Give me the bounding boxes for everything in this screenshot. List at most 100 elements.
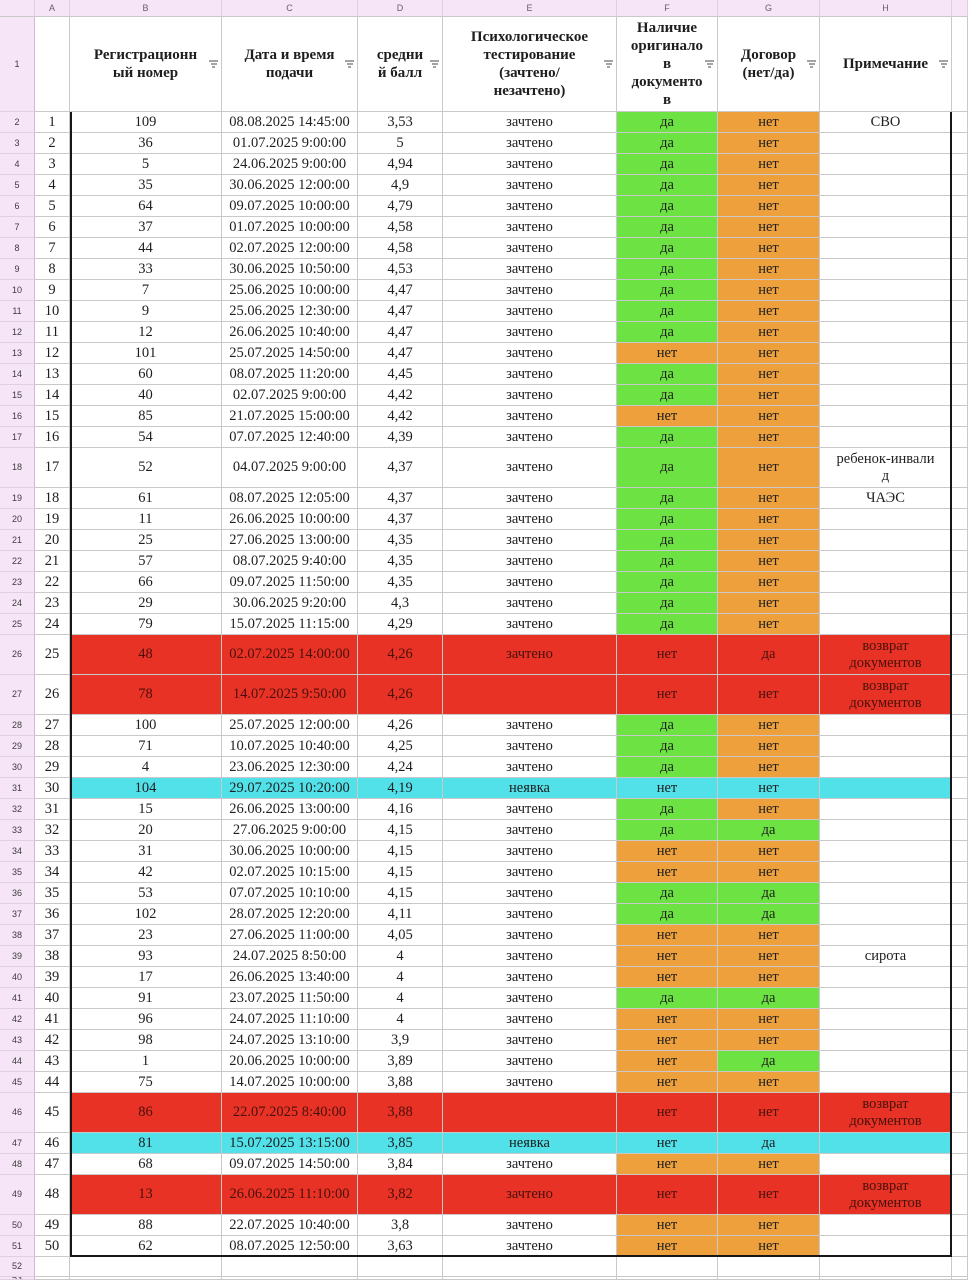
cell-I34[interactable] xyxy=(952,841,968,862)
row-header-34[interactable]: 34 xyxy=(0,841,35,862)
cell-E50[interactable]: зачтено xyxy=(443,1215,617,1236)
cell-H7[interactable] xyxy=(820,217,952,238)
cell-D36[interactable]: 4,15 xyxy=(358,883,443,904)
header-cell-E[interactable]: Психологическое тестирование (зачтено/ н… xyxy=(443,17,617,112)
cell-D26[interactable]: 4,26 xyxy=(358,635,443,675)
cell-D18[interactable]: 4,37 xyxy=(358,448,443,488)
header-cell-H[interactable]: Примечание xyxy=(820,17,952,112)
cell-A43[interactable]: 42 xyxy=(35,1030,70,1051)
row-header-42[interactable]: 42 xyxy=(0,1009,35,1030)
cell-E11[interactable]: зачтено xyxy=(443,301,617,322)
cell-H38[interactable] xyxy=(820,925,952,946)
row-header-39[interactable]: 39 xyxy=(0,946,35,967)
cell-C28[interactable]: 25.07.2025 12:00:00 xyxy=(222,715,358,736)
cell-B12[interactable]: 12 xyxy=(70,322,222,343)
cell-I33[interactable] xyxy=(952,820,968,841)
row-header-51[interactable]: 51 xyxy=(0,1236,35,1257)
cell-E10[interactable]: зачтено xyxy=(443,280,617,301)
cell-E47[interactable]: неявка xyxy=(443,1133,617,1154)
row-header-33[interactable]: 33 xyxy=(0,820,35,841)
cell-C35[interactable]: 02.07.2025 10:15:00 xyxy=(222,862,358,883)
cell-D41[interactable]: 4 xyxy=(358,988,443,1009)
row-header-9[interactable]: 9 xyxy=(0,259,35,280)
cell-E13[interactable]: зачтено xyxy=(443,343,617,364)
cell-D20[interactable]: 4,37 xyxy=(358,509,443,530)
cell-E3[interactable]: зачтено xyxy=(443,133,617,154)
cell-E7[interactable]: зачтено xyxy=(443,217,617,238)
cell-G38[interactable]: нет xyxy=(718,925,820,946)
cell-A26[interactable]: 25 xyxy=(35,635,70,675)
cell-H2[interactable]: СВО xyxy=(820,112,952,133)
header-cell-F[interactable]: Наличие оригинало в документо в xyxy=(617,17,718,112)
cell-F9[interactable]: да xyxy=(617,259,718,280)
cell-C37[interactable]: 28.07.2025 12:20:00 xyxy=(222,904,358,925)
cell-F39[interactable]: нет xyxy=(617,946,718,967)
cell-F23[interactable]: да xyxy=(617,572,718,593)
cell-I29[interactable] xyxy=(952,736,968,757)
cell-H44[interactable] xyxy=(820,1051,952,1072)
cell-E45[interactable]: зачтено xyxy=(443,1072,617,1093)
cell-D35[interactable]: 4,15 xyxy=(358,862,443,883)
cell-G51[interactable]: нет xyxy=(718,1236,820,1257)
cell-G37[interactable]: да xyxy=(718,904,820,925)
cell-A28[interactable]: 27 xyxy=(35,715,70,736)
cell-F30[interactable]: да xyxy=(617,757,718,778)
cell-A21[interactable]: 20 xyxy=(35,530,70,551)
cell-B25[interactable]: 79 xyxy=(70,614,222,635)
cell-B50[interactable]: 88 xyxy=(70,1215,222,1236)
cell-B13[interactable]: 101 xyxy=(70,343,222,364)
cell-D14[interactable]: 4,45 xyxy=(358,364,443,385)
cell-B21[interactable]: 25 xyxy=(70,530,222,551)
cell-B38[interactable]: 23 xyxy=(70,925,222,946)
cell-I51[interactable] xyxy=(952,1236,968,1257)
cell-E51[interactable]: зачтено xyxy=(443,1236,617,1257)
cell-B8[interactable]: 44 xyxy=(70,238,222,259)
cell-C5[interactable]: 30.06.2025 12:00:00 xyxy=(222,175,358,196)
cell-C50[interactable]: 22.07.2025 10:40:00 xyxy=(222,1215,358,1236)
cell-A16[interactable]: 15 xyxy=(35,406,70,427)
column-header-C[interactable]: C xyxy=(222,0,358,17)
cell-F40[interactable]: нет xyxy=(617,967,718,988)
cell-A47[interactable]: 46 xyxy=(35,1133,70,1154)
cell-C3[interactable]: 01.07.2025 9:00:00 xyxy=(222,133,358,154)
cell-B27[interactable]: 78 xyxy=(70,675,222,715)
cell-F44[interactable]: нет xyxy=(617,1051,718,1072)
cell-B15[interactable]: 40 xyxy=(70,385,222,406)
cell-B9[interactable]: 33 xyxy=(70,259,222,280)
column-header-D[interactable]: D xyxy=(358,0,443,17)
cell-H9[interactable] xyxy=(820,259,952,280)
cell-E48[interactable]: зачтено xyxy=(443,1154,617,1175)
cell-A42[interactable]: 41 xyxy=(35,1009,70,1030)
cell-E5[interactable]: зачтено xyxy=(443,175,617,196)
column-header-A[interactable]: A xyxy=(35,0,70,17)
cell-I11[interactable] xyxy=(952,301,968,322)
cell-H13[interactable] xyxy=(820,343,952,364)
cell-A35[interactable]: 34 xyxy=(35,862,70,883)
cell-D45[interactable]: 3,88 xyxy=(358,1072,443,1093)
cell-A34[interactable]: 33 xyxy=(35,841,70,862)
cell-B49[interactable]: 13 xyxy=(70,1175,222,1215)
cell-D28[interactable]: 4,26 xyxy=(358,715,443,736)
cell-C42[interactable]: 24.07.2025 11:10:00 xyxy=(222,1009,358,1030)
cell-H48[interactable] xyxy=(820,1154,952,1175)
cell-A19[interactable]: 18 xyxy=(35,488,70,509)
cell-G52[interactable] xyxy=(718,1257,820,1277)
cell-A14[interactable]: 13 xyxy=(35,364,70,385)
cell-D3[interactable]: 5 xyxy=(358,133,443,154)
cell-I23[interactable] xyxy=(952,572,968,593)
cell-F20[interactable]: да xyxy=(617,509,718,530)
cell-A23[interactable]: 22 xyxy=(35,572,70,593)
cell-B7[interactable]: 37 xyxy=(70,217,222,238)
cell-C8[interactable]: 02.07.2025 12:00:00 xyxy=(222,238,358,259)
cell-I40[interactable] xyxy=(952,967,968,988)
cell-E36[interactable]: зачтено xyxy=(443,883,617,904)
cell-C41[interactable]: 23.07.2025 11:50:00 xyxy=(222,988,358,1009)
cell-I38[interactable] xyxy=(952,925,968,946)
cell-H40[interactable] xyxy=(820,967,952,988)
cell-C49[interactable]: 26.06.2025 11:10:00 xyxy=(222,1175,358,1215)
cell-I27[interactable] xyxy=(952,675,968,715)
cell-G49[interactable]: нет xyxy=(718,1175,820,1215)
cell-F31[interactable]: нет xyxy=(617,778,718,799)
row-header-26[interactable]: 26 xyxy=(0,635,35,675)
cell-F4[interactable]: да xyxy=(617,154,718,175)
